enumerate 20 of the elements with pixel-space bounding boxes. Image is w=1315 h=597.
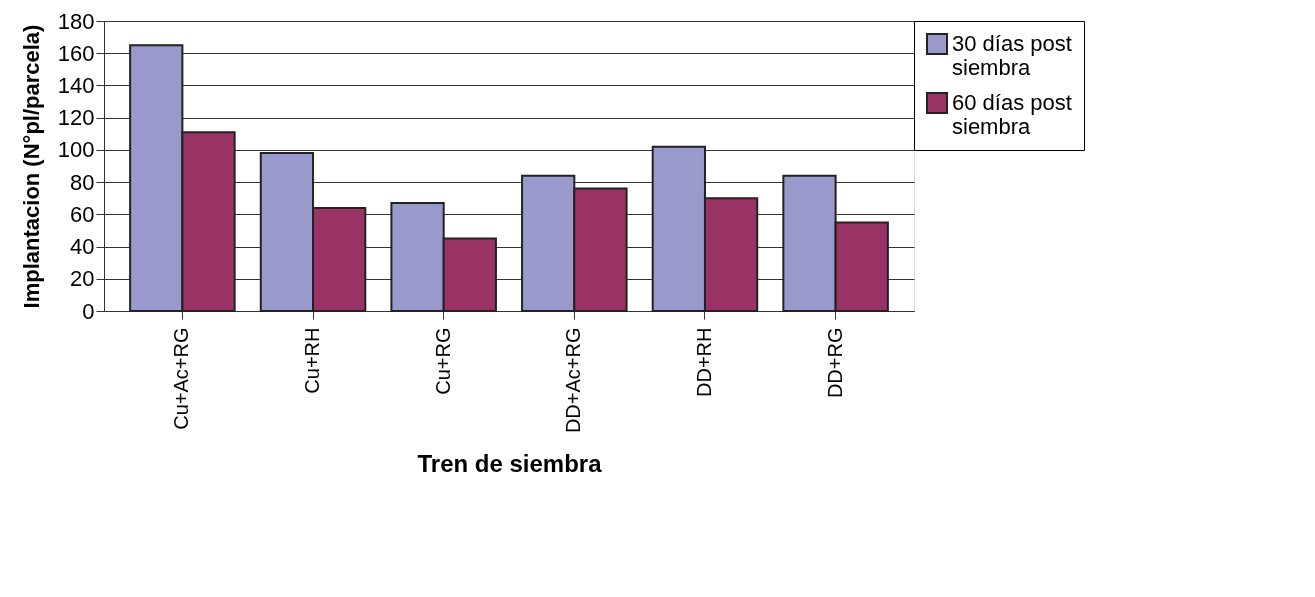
y-axis-title: Implantacion (N°pl/parcela) — [18, 24, 44, 309]
x-tick-label: Cu+RG — [431, 327, 454, 395]
y-tick-label: 40 — [70, 234, 95, 260]
legend-label: 30 días post siembra — [952, 31, 1072, 80]
y-tick-label: 80 — [70, 169, 95, 195]
x-tick-label: DD+Ac+RG — [562, 327, 585, 434]
x-tick-label: DD+RH — [692, 327, 715, 397]
y-tick-label: 140 — [57, 72, 95, 98]
legend-label: 60 días post siembra — [952, 90, 1072, 139]
y-tick-label: 180 — [57, 8, 95, 34]
y-tick-label: 120 — [57, 105, 95, 131]
y-tick-label: 60 — [70, 201, 95, 227]
x-tick-label: Cu+RH — [301, 327, 324, 394]
y-tick-label: 20 — [70, 266, 95, 292]
y-tick-label: 0 — [82, 298, 95, 324]
x-tick-label: Cu+Ac+RG — [170, 327, 193, 430]
y-tick-label: 100 — [57, 137, 95, 163]
y-tick-label: 160 — [57, 40, 95, 66]
x-axis-title: Tren de siembra — [417, 450, 603, 478]
x-tick-label: DD+RG — [823, 327, 846, 399]
